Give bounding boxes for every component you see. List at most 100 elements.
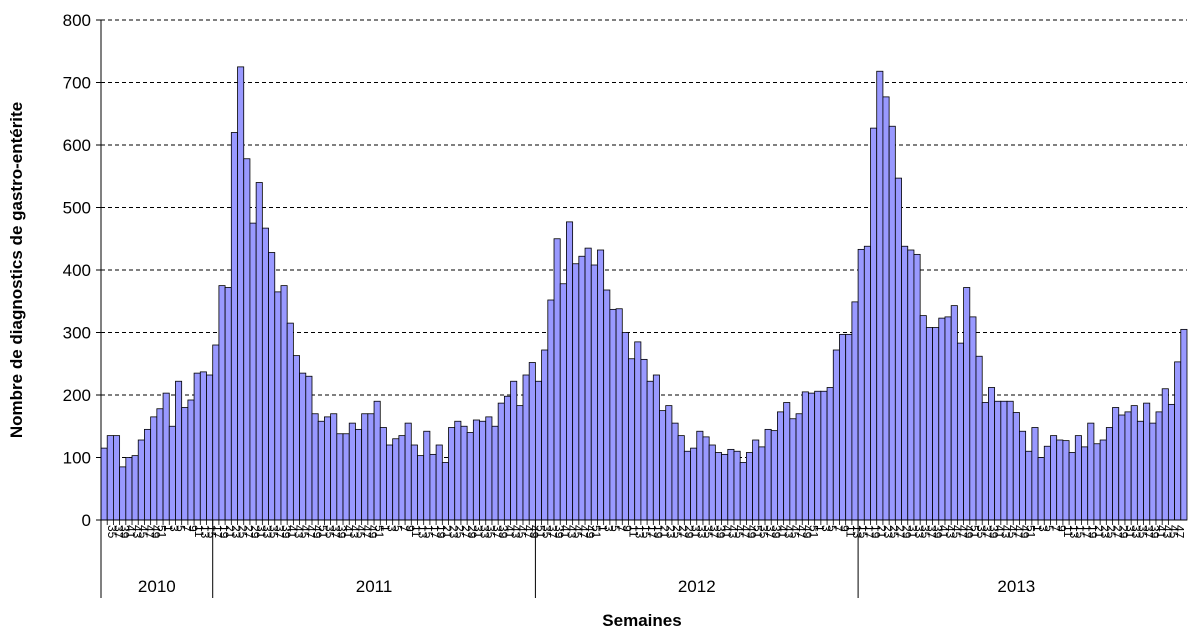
week-label: 33: [260, 525, 274, 539]
bar: [206, 374, 214, 521]
week-label: 49: [149, 525, 163, 539]
week-label: 29: [248, 525, 262, 539]
bar: [808, 392, 816, 521]
y-tick-label: 800: [63, 11, 91, 30]
bar: [721, 453, 729, 521]
bar: [683, 450, 691, 521]
week-label: 39: [552, 525, 566, 539]
week-label: 1: [1030, 525, 1044, 532]
bar: [659, 410, 667, 521]
bar: [1136, 420, 1144, 521]
week-label: 17: [645, 525, 659, 539]
bar: [758, 446, 766, 521]
bar: [113, 435, 121, 521]
week-label: 43: [564, 525, 578, 539]
bar: [373, 400, 381, 521]
bar: [882, 96, 890, 521]
week-label: 1: [378, 525, 392, 532]
week-label: 31: [1123, 525, 1137, 539]
week-label: 41: [993, 525, 1007, 539]
bar: [311, 413, 319, 521]
bar: [566, 221, 574, 521]
week-label: 51: [589, 525, 603, 539]
week-label: 41: [341, 525, 355, 539]
bar: [317, 420, 325, 521]
week-label: 31: [906, 525, 920, 539]
bar: [845, 333, 853, 521]
bar: [702, 436, 710, 521]
week-label: 49: [366, 525, 380, 539]
bar: [535, 380, 543, 521]
bar: [1143, 402, 1151, 521]
bar: [727, 448, 735, 521]
year-label: 2013: [997, 577, 1035, 596]
bar: [714, 452, 722, 521]
bar: [572, 263, 580, 521]
week-label: 51: [316, 525, 330, 539]
bar: [491, 425, 499, 521]
bar: [417, 455, 425, 521]
bar: [988, 387, 996, 521]
week-label: 47: [1172, 525, 1186, 539]
week-label: 39: [986, 525, 1000, 539]
week-label: 39: [930, 525, 944, 539]
week-label: 11: [192, 525, 206, 538]
bar: [355, 428, 363, 521]
bar: [193, 372, 201, 521]
week-label: 1: [595, 525, 609, 532]
bar: [795, 413, 803, 521]
bar: [361, 413, 369, 521]
week-label: 41: [124, 525, 138, 539]
bar: [863, 245, 871, 521]
week-label: 25: [453, 525, 467, 539]
bar: [274, 291, 282, 521]
bar: [187, 399, 195, 521]
week-label: 47: [521, 525, 535, 539]
week-label: 23: [446, 525, 460, 539]
week-label: 19: [1086, 525, 1100, 539]
bar: [150, 416, 158, 521]
week-label: 51: [750, 525, 764, 539]
week-label: 3: [1036, 525, 1050, 532]
bar: [503, 395, 511, 521]
week-label: 37: [490, 525, 504, 539]
bar: [1081, 446, 1089, 521]
bar: [479, 420, 487, 521]
bar: [156, 408, 164, 521]
week-label: 21: [1092, 525, 1106, 539]
bar: [1062, 440, 1070, 521]
bar: [1074, 435, 1082, 521]
bar: [324, 416, 332, 521]
bar: [777, 411, 785, 521]
bar: [603, 289, 611, 521]
week-label: 37: [546, 525, 560, 539]
week-label: 5: [173, 525, 187, 532]
bar: [640, 358, 648, 521]
bar: [621, 332, 629, 521]
week-label: 43: [347, 525, 361, 539]
week-label: 3: [602, 525, 616, 532]
week-label: 27: [1110, 525, 1124, 539]
week-label: 35: [974, 525, 988, 539]
y-tick-label: 600: [63, 136, 91, 155]
bar: [137, 439, 145, 521]
week-label: 39: [713, 525, 727, 539]
week-label: 21: [440, 525, 454, 539]
bar: [348, 422, 356, 521]
bar: [541, 349, 549, 521]
bar: [528, 362, 536, 521]
bar: [1167, 403, 1175, 521]
week-label: 37: [273, 525, 287, 539]
bar: [1105, 427, 1113, 521]
bar: [578, 255, 586, 521]
bar: [826, 387, 834, 521]
week-label: 9: [837, 525, 851, 532]
week-label: 43: [130, 525, 144, 539]
week-label: 29: [1117, 525, 1131, 539]
bar: [330, 413, 338, 521]
bar: [1174, 361, 1182, 521]
year-label: 2010: [138, 577, 176, 596]
bar: [100, 447, 108, 521]
week-label: 41: [937, 525, 951, 539]
week-label: 37: [924, 525, 938, 539]
